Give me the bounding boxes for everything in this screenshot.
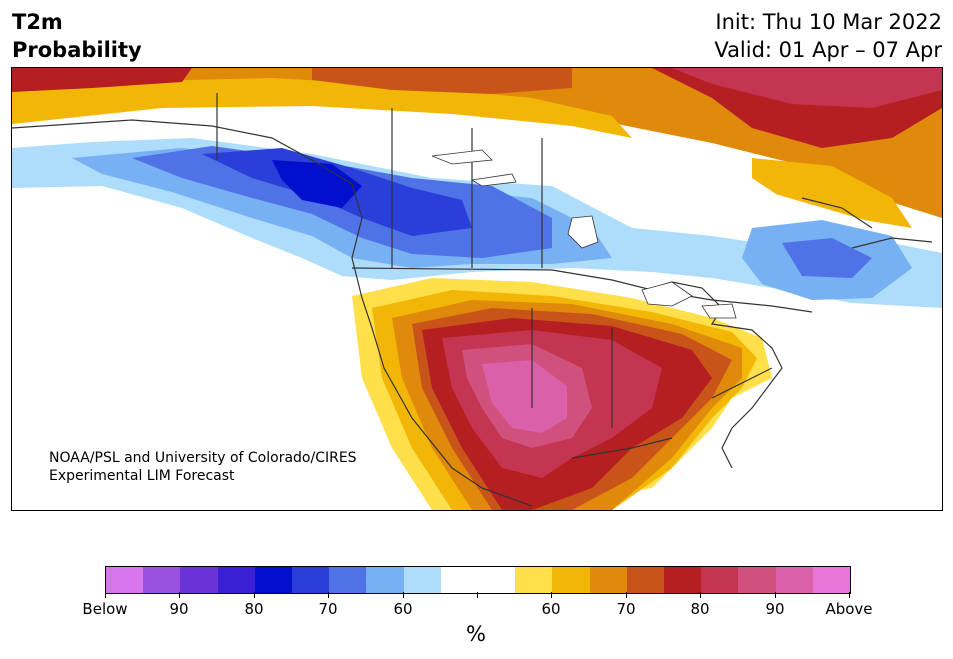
colorbar-segment: [143, 567, 181, 593]
colorbar-tick-label: 60: [393, 600, 413, 618]
colorbar-units: %: [466, 622, 486, 646]
colorbar-segment: [664, 567, 702, 593]
zone-labrador-warm: [752, 158, 912, 228]
colorbar-tick: [105, 592, 106, 598]
map-panel: [11, 67, 943, 511]
colorbar-segment: [366, 567, 404, 593]
colorbar-segment: [329, 567, 367, 593]
colorbar-segment: [440, 567, 479, 593]
title-variable: T2m: [12, 10, 63, 34]
lakes: [431, 149, 737, 319]
colorbar-segment: [292, 567, 330, 593]
probability-map: [12, 68, 942, 510]
colorbar-segment: [626, 567, 665, 593]
colorbar-segment: [515, 567, 553, 593]
colorbar-tick: [775, 592, 776, 598]
zone-arctic-dark: [312, 68, 572, 94]
map-title: T2m Probability: [12, 8, 142, 64]
border-lines: [12, 93, 933, 507]
colorbar-tick-label: 90: [765, 600, 785, 618]
colorbar-tick: [626, 592, 627, 598]
zone-cold-east-deep: [782, 238, 872, 278]
zone-greenland-pink: [672, 68, 942, 108]
colorbar: [105, 566, 851, 594]
attribution-line-2: Experimental LIM Forecast: [49, 468, 235, 484]
zone-north-warm: [12, 68, 942, 218]
colorbar-segment: [106, 567, 144, 593]
colorbar-segment: [552, 567, 590, 593]
colorbar-tick: [328, 592, 329, 598]
colorbar-tick: [403, 592, 404, 598]
colorbar-segment: [701, 567, 739, 593]
colorbar-segment: [738, 567, 776, 593]
forecast-dates: Init: Thu 10 Mar 2022 Valid: 01 Apr – 07…: [714, 8, 942, 64]
colorbar-tick-label: Above: [825, 600, 873, 618]
init-date: Init: Thu 10 Mar 2022: [715, 10, 942, 34]
colorbar-segment: [812, 567, 851, 593]
colorbar-segment: [775, 567, 813, 593]
colorbar-tick-label: 70: [318, 600, 338, 618]
colorbar-tick: [254, 592, 255, 598]
title-metric: Probability: [12, 38, 142, 62]
attribution: NOAA/PSL and University of Colorado/CIRE…: [49, 449, 357, 485]
attribution-line-1: NOAA/PSL and University of Colorado/CIRE…: [49, 450, 357, 466]
colorbar-segment: [478, 567, 516, 593]
zone-arctic-red-1: [12, 68, 192, 92]
valid-range: Valid: 01 Apr – 07 Apr: [714, 38, 942, 62]
colorbar-tick-label: 70: [616, 600, 636, 618]
colorbar-segment: [403, 567, 441, 593]
colorbar-segment: [254, 567, 293, 593]
colorbar-segment: [180, 567, 218, 593]
colorbar-segment: [589, 567, 627, 593]
colorbar-tick: [849, 592, 850, 598]
zone-cold-max: [272, 160, 362, 208]
colorbar-tick: [700, 592, 701, 598]
colorbar-tick-label: 80: [244, 600, 264, 618]
colorbar-tick: [477, 592, 478, 598]
colorbar-tick: [179, 592, 180, 598]
colorbar-tick-label: 80: [690, 600, 710, 618]
colorbar-segment: [217, 567, 255, 593]
zone-warm-pink: [482, 360, 567, 433]
colorbar-tick: [551, 592, 552, 598]
colorbar-tick-label: 90: [169, 600, 189, 618]
colorbar-tick-label: Below: [82, 600, 128, 618]
colorbar-tick-label: 60: [541, 600, 561, 618]
